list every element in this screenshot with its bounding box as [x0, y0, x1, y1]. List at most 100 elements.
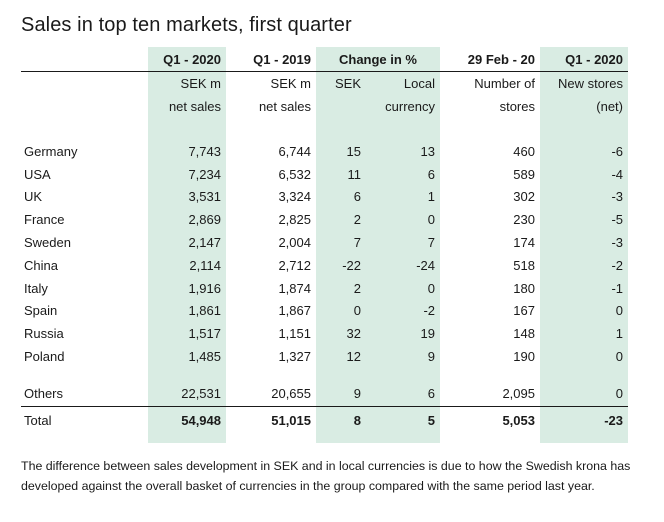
value-cell: 1,485 [188, 349, 221, 365]
highlight-band-q1-2020 [148, 47, 226, 443]
value-cell: 9 [427, 349, 435, 365]
market-name: Russia [24, 326, 64, 342]
value-cell: 6 [427, 386, 435, 402]
value-cell: -6 [611, 143, 623, 159]
page-title: Sales in top ten markets, first quarter [21, 14, 352, 36]
market-name: Sweden [24, 235, 71, 251]
value-cell: 22,531 [181, 386, 221, 402]
market-name: Germany [24, 143, 78, 159]
table-row: Italy 1,916 1,874 2 0 180 -1 [21, 277, 628, 300]
table-row: Total 54,948 51,015 8 5 5,053 -23 [21, 405, 628, 435]
header-q1-2020-new: Q1 - 2020 [540, 47, 628, 72]
value-cell: -5 [611, 212, 623, 228]
header-row: Q1 - 2020 Q1 - 2019 Change in % 29 Feb -… [21, 47, 628, 72]
subheader-cell: (net) [596, 99, 623, 114]
market-name: China [24, 257, 58, 273]
subheader-cell: net sales [168, 99, 221, 114]
market-name: Total [21, 405, 148, 435]
value-cell: 6 [427, 166, 435, 182]
value-cell: 2,147 [188, 235, 221, 251]
value-cell: -3 [611, 189, 623, 205]
value-cell: 2,095 [502, 386, 535, 402]
value-cell: 2,869 [188, 212, 221, 228]
value-cell: 0 [427, 212, 435, 228]
market-name: Italy [24, 280, 48, 296]
value-cell: 2,825 [278, 212, 311, 228]
highlight-band-change [316, 47, 440, 443]
table-row: Sweden 2,147 2,004 7 7 174 -3 [21, 231, 628, 254]
value-cell: 1,874 [278, 280, 311, 296]
market-name: Spain [24, 303, 58, 319]
value-cell: 8 [316, 405, 366, 435]
market-name: Poland [24, 349, 65, 365]
value-cell: 11 [347, 166, 362, 182]
market-name: UK [24, 189, 43, 205]
value-cell: -24 [416, 257, 435, 273]
value-cell: 2,712 [278, 257, 311, 273]
subheader-cell: SEK m [180, 76, 221, 91]
value-cell: 15 [346, 143, 361, 159]
value-cell: 54,948 [148, 405, 226, 435]
value-cell: 1 [615, 326, 623, 342]
value-cell: 20,655 [271, 386, 311, 402]
table-row: Russia 1,517 1,151 32 19 148 1 [21, 322, 628, 345]
table-row: France 2,869 2,825 2 0 230 -5 [21, 208, 628, 231]
value-cell: 1,916 [188, 280, 221, 296]
value-cell: 3,531 [188, 189, 221, 205]
value-cell: -2 [423, 303, 435, 319]
value-cell: 5 [366, 405, 440, 435]
table-row: USA 7,234 6,532 11 6 589 -4 [21, 163, 628, 186]
value-cell: 19 [420, 326, 435, 342]
subheader-cell: net sales [258, 99, 311, 114]
value-cell: 0 [615, 386, 623, 402]
subheader-cell: SEK [334, 76, 361, 91]
sales-table: Q1 - 2020 Q1 - 2019 Change in % 29 Feb -… [21, 47, 628, 435]
value-cell: 0 [615, 349, 623, 365]
value-cell: 1,517 [188, 326, 221, 342]
value-cell: 0 [427, 280, 435, 296]
value-cell: 2,004 [278, 235, 311, 251]
value-cell: 2 [353, 280, 361, 296]
table-row: China 2,114 2,712 -22 -24 518 -2 [21, 254, 628, 277]
subheader-row-2: net sales net sales currency stores (net… [21, 95, 628, 118]
value-cell: -23 [540, 405, 628, 435]
value-cell: 7 [353, 235, 361, 251]
value-cell: 190 [513, 349, 535, 365]
highlight-band-new-stores [540, 47, 628, 443]
value-cell: -1 [611, 280, 623, 296]
value-cell: 1,867 [278, 303, 311, 319]
market-name: USA [24, 166, 51, 182]
table-row: Germany 7,743 6,744 15 13 460 -6 [21, 140, 628, 163]
value-cell: 0 [353, 303, 361, 319]
value-cell: 6,744 [278, 143, 311, 159]
header-feb: 29 Feb - 20 [440, 47, 540, 72]
subheader-cell: Number of [474, 76, 535, 91]
header-change: Change in % [316, 47, 440, 72]
value-cell: -2 [611, 257, 623, 273]
table-row: Others 22,531 20,655 9 6 2,095 0 [21, 382, 628, 407]
value-cell: 589 [513, 166, 535, 182]
market-name: Others [24, 386, 64, 402]
value-cell: 1 [427, 189, 435, 205]
value-cell: -4 [611, 166, 623, 182]
value-cell: 2,114 [189, 257, 221, 273]
value-cell: 180 [513, 280, 535, 296]
table-row: Poland 1,485 1,327 12 9 190 0 [21, 345, 628, 368]
value-cell: 7 [427, 235, 435, 251]
market-name: France [24, 212, 65, 228]
header-market [21, 47, 148, 72]
value-cell: 51,015 [226, 405, 316, 435]
value-cell: -22 [342, 257, 361, 273]
value-cell: 5,053 [440, 405, 540, 435]
value-cell: 9 [353, 386, 361, 402]
subheader-cell: SEK m [270, 76, 311, 91]
value-cell: 7,743 [188, 143, 221, 159]
subheader-cell [316, 95, 366, 118]
footnote: The difference between sales development… [21, 459, 631, 493]
table-row: UK 3,531 3,324 6 1 302 -3 [21, 186, 628, 209]
value-cell: 7,234 [188, 166, 221, 182]
value-cell: 1,327 [278, 349, 311, 365]
subheader-cell: stores [499, 99, 535, 114]
value-cell: 12 [346, 349, 361, 365]
subheader-cell: currency [385, 99, 435, 114]
